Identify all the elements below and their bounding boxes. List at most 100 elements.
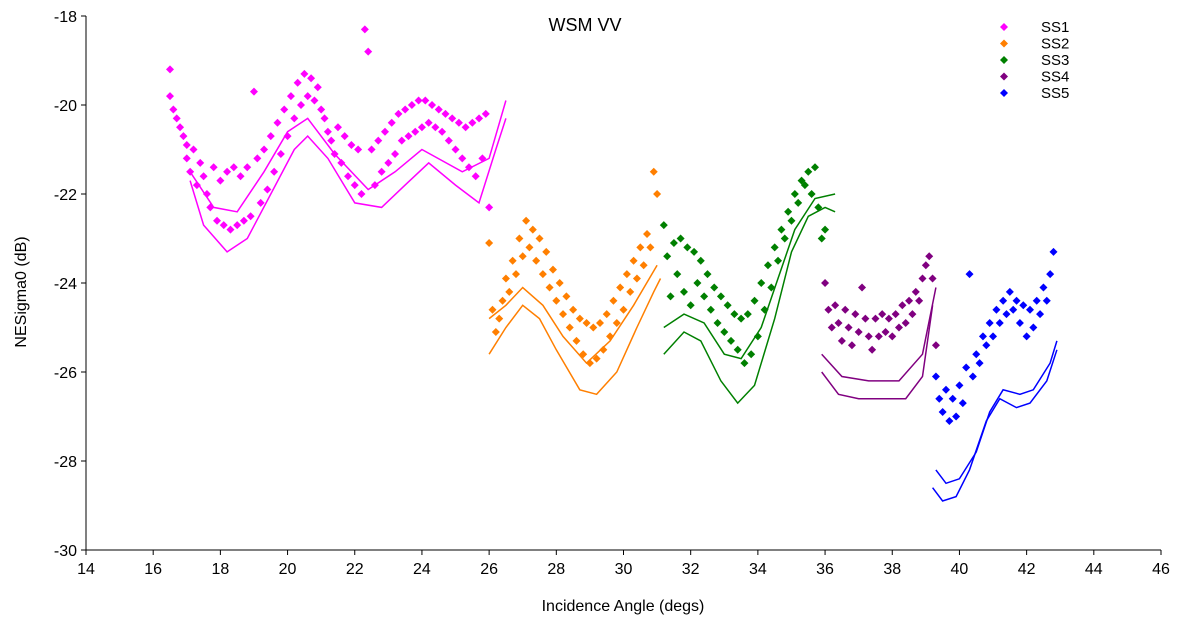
series-5-point — [978, 332, 987, 341]
series-1-point — [421, 96, 430, 105]
series-3-point — [743, 310, 752, 319]
series-1-point — [485, 203, 494, 212]
series-1-point — [387, 118, 396, 127]
series-2-point — [518, 252, 527, 261]
series-2-point — [522, 216, 531, 225]
series-3-point — [747, 350, 756, 359]
series-5-point — [975, 359, 984, 368]
series-4-point — [894, 323, 903, 332]
series-2-point — [653, 190, 662, 198]
series-5-line-2 — [935, 340, 1058, 485]
series-1-point — [182, 154, 191, 163]
series-4-point — [911, 287, 920, 296]
series-5-point — [982, 341, 991, 350]
legend-marker-4 — [1000, 72, 1008, 81]
series-3-point — [710, 283, 719, 292]
series-2-point — [632, 274, 641, 283]
series-2-point — [643, 230, 652, 239]
series-4-point — [851, 310, 860, 319]
series-5-point — [1046, 270, 1055, 279]
series-3-point — [666, 292, 675, 301]
series-1-point — [451, 145, 460, 154]
series-1-point — [377, 167, 386, 176]
series-2-point — [582, 319, 591, 328]
series-1-point — [293, 78, 302, 87]
series-3-point — [821, 225, 830, 234]
series-4-point — [841, 305, 850, 314]
legend-label-1: SS1 — [1041, 19, 1069, 36]
series-5-point — [952, 412, 961, 421]
series-1-point — [468, 118, 477, 127]
x-tick-label: 40 — [951, 561, 969, 578]
series-4-point — [898, 301, 907, 310]
series-2-point — [585, 359, 594, 368]
series-4-point — [891, 310, 900, 319]
series-1-point — [165, 65, 174, 74]
series-3-point — [800, 181, 809, 190]
series-5-point — [1025, 305, 1034, 314]
series-5-point — [995, 319, 1004, 328]
series-1-point — [270, 167, 279, 176]
legend-marker-2 — [1000, 39, 1008, 48]
series-3-point — [690, 247, 699, 256]
series-5-point — [948, 394, 957, 403]
series-3-point — [790, 190, 799, 198]
series-1-point — [223, 167, 232, 176]
series-5-point — [989, 332, 998, 341]
series-3-point — [817, 234, 826, 243]
series-1-point — [461, 123, 470, 132]
series-4-point — [868, 345, 877, 354]
series-1-point — [313, 83, 322, 92]
series-2-point — [545, 283, 554, 292]
series-5-point — [972, 350, 981, 359]
series-4-line-2 — [821, 287, 937, 382]
series-4-point — [905, 296, 914, 305]
series-4-point — [821, 279, 830, 287]
series-3-point — [784, 207, 793, 216]
series-3-point — [669, 238, 678, 247]
x-tick-label: 26 — [480, 561, 498, 578]
series-1-point — [401, 105, 410, 114]
y-tick-label: -20 — [54, 98, 77, 115]
series-2-line-2 — [488, 264, 658, 365]
series-5-point — [955, 381, 964, 390]
x-tick-label: 16 — [144, 561, 162, 578]
series-1-point — [273, 118, 282, 127]
series-1-point — [394, 109, 403, 118]
series-2-point — [512, 270, 520, 279]
series-3-point — [676, 234, 685, 243]
series-1-point — [216, 176, 225, 185]
series-4-point — [864, 332, 873, 341]
x-tick-label: 34 — [749, 561, 767, 578]
y-tick-label: -28 — [54, 454, 77, 471]
series-1-point — [176, 123, 185, 132]
series-1-point — [344, 172, 353, 181]
series-1-point — [192, 181, 201, 190]
series-1-point — [354, 145, 363, 154]
series-3-point — [770, 243, 779, 252]
x-tick-label: 38 — [883, 561, 901, 578]
series-3-line-2 — [663, 193, 836, 360]
x-tick-label: 42 — [1018, 561, 1036, 578]
series-2-point — [491, 327, 500, 336]
series-1-point — [172, 114, 181, 123]
series-1-point — [199, 172, 208, 181]
x-tick-label: 20 — [279, 561, 297, 578]
series-3-point — [679, 287, 688, 296]
series-1-point — [196, 158, 205, 167]
series-1-point — [478, 154, 487, 163]
series-2-point — [515, 234, 524, 243]
series-5-point — [1002, 310, 1011, 319]
series-1-point — [286, 92, 295, 101]
series-1-point — [256, 198, 265, 207]
series-2-line-1 — [488, 278, 662, 396]
series-3-point — [787, 216, 796, 225]
series-2-point — [599, 345, 608, 354]
series-1-point — [317, 105, 326, 114]
series-4-point — [931, 341, 940, 350]
series-5-point — [942, 385, 950, 394]
series-2-point — [606, 332, 615, 341]
series-5-point — [985, 319, 994, 328]
